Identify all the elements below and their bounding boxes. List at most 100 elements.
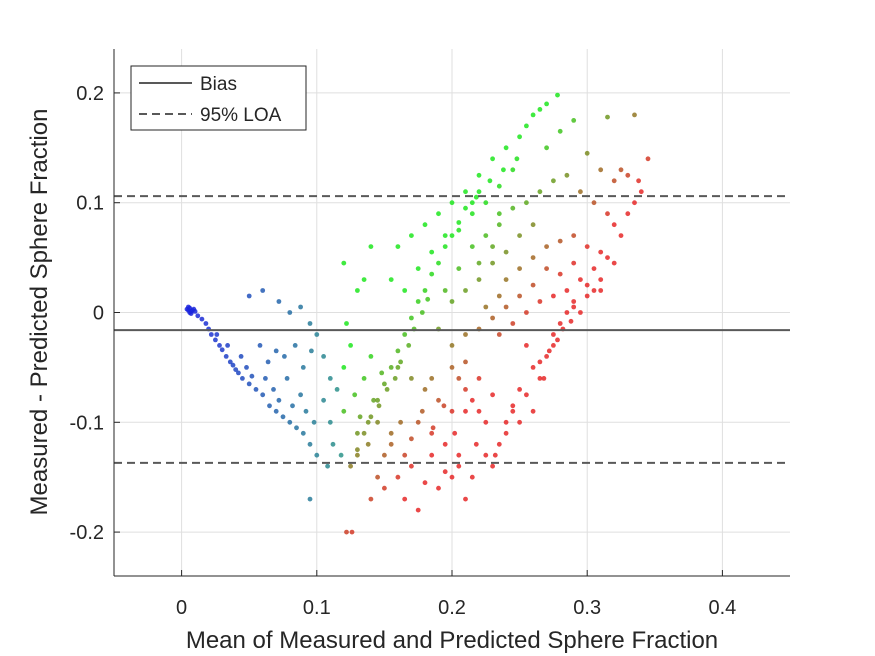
data-point	[537, 107, 543, 112]
data-point	[591, 288, 597, 293]
data-point	[348, 343, 353, 348]
data-point	[429, 376, 435, 381]
data-point	[555, 92, 560, 98]
data-point	[344, 321, 349, 326]
data-point	[419, 408, 425, 414]
data-point	[578, 189, 583, 195]
data-point	[611, 222, 617, 228]
data-point	[537, 376, 543, 381]
data-point	[298, 392, 303, 398]
data-point	[503, 145, 509, 151]
data-point	[442, 288, 448, 293]
data-point	[298, 304, 303, 310]
y-tick-label: -0.2	[70, 522, 104, 544]
data-point	[530, 112, 536, 118]
legend-loa-label: 95% LOA	[200, 105, 282, 126]
data-point	[564, 288, 570, 293]
data-point	[530, 222, 536, 228]
data-point	[388, 365, 394, 370]
data-point	[422, 288, 428, 293]
data-point	[303, 408, 309, 414]
data-point	[436, 397, 441, 403]
data-point	[544, 266, 549, 271]
data-point	[449, 343, 455, 348]
data-point	[402, 452, 408, 458]
data-point	[292, 343, 298, 348]
data-point	[227, 359, 233, 365]
data-point	[490, 392, 495, 398]
data-points	[184, 92, 651, 535]
data-point	[463, 496, 468, 502]
data-point	[361, 376, 367, 381]
data-point	[422, 480, 428, 486]
data-point	[382, 381, 387, 387]
data-point	[598, 249, 604, 255]
data-point	[368, 414, 374, 420]
data-point	[325, 463, 330, 469]
data-point	[490, 463, 495, 469]
plot-area: 0 0.1 0.2 0.3 0.4 -0.2 -0.1 0 0.1 0.2	[70, 49, 790, 619]
data-point	[544, 354, 549, 359]
data-point	[327, 419, 333, 425]
data-point	[321, 354, 326, 359]
data-point	[510, 403, 516, 409]
data-point	[376, 403, 382, 409]
data-point	[398, 419, 403, 425]
data-point	[544, 101, 549, 107]
data-point	[524, 123, 529, 129]
data-point	[476, 408, 482, 414]
data-point	[584, 293, 590, 299]
data-point	[469, 474, 475, 480]
data-point	[537, 189, 543, 195]
data-point	[273, 348, 279, 354]
data-point	[611, 260, 617, 266]
data-point	[530, 282, 536, 288]
data-point	[510, 167, 516, 173]
data-point	[365, 441, 371, 447]
data-point	[449, 365, 455, 370]
data-point	[263, 376, 268, 381]
data-point	[384, 387, 390, 392]
data-point	[395, 348, 401, 354]
data-point	[430, 425, 436, 431]
data-point	[490, 315, 495, 321]
data-point	[290, 403, 295, 409]
data-point	[395, 365, 401, 370]
data-point	[425, 296, 431, 302]
data-point	[449, 299, 455, 304]
data-point	[300, 430, 306, 436]
data-point	[368, 496, 374, 502]
data-point	[246, 381, 252, 387]
data-point	[429, 271, 435, 277]
y-tick-label: 0	[93, 303, 104, 325]
data-point	[463, 387, 468, 392]
data-point	[544, 145, 549, 151]
data-point	[564, 172, 570, 178]
data-point	[267, 403, 272, 409]
data-point	[524, 343, 529, 348]
data-point	[307, 321, 313, 326]
data-point	[357, 414, 363, 420]
data-point	[230, 362, 236, 368]
data-point	[483, 200, 489, 206]
data-point	[537, 359, 543, 365]
data-point	[469, 200, 475, 206]
data-point	[219, 347, 225, 353]
data-point	[409, 376, 414, 381]
data-point	[429, 452, 435, 458]
data-point	[442, 441, 448, 447]
data-point	[382, 452, 387, 458]
data-point	[546, 348, 552, 354]
data-point	[192, 309, 198, 314]
data-point	[388, 441, 394, 447]
data-point	[249, 373, 255, 379]
data-point	[233, 367, 239, 372]
data-point	[490, 244, 495, 250]
x-tick-label: 0.1	[303, 597, 331, 619]
data-point	[487, 178, 493, 184]
data-point	[598, 277, 604, 282]
data-point	[327, 376, 333, 381]
data-point	[557, 238, 563, 244]
data-point	[392, 376, 398, 381]
